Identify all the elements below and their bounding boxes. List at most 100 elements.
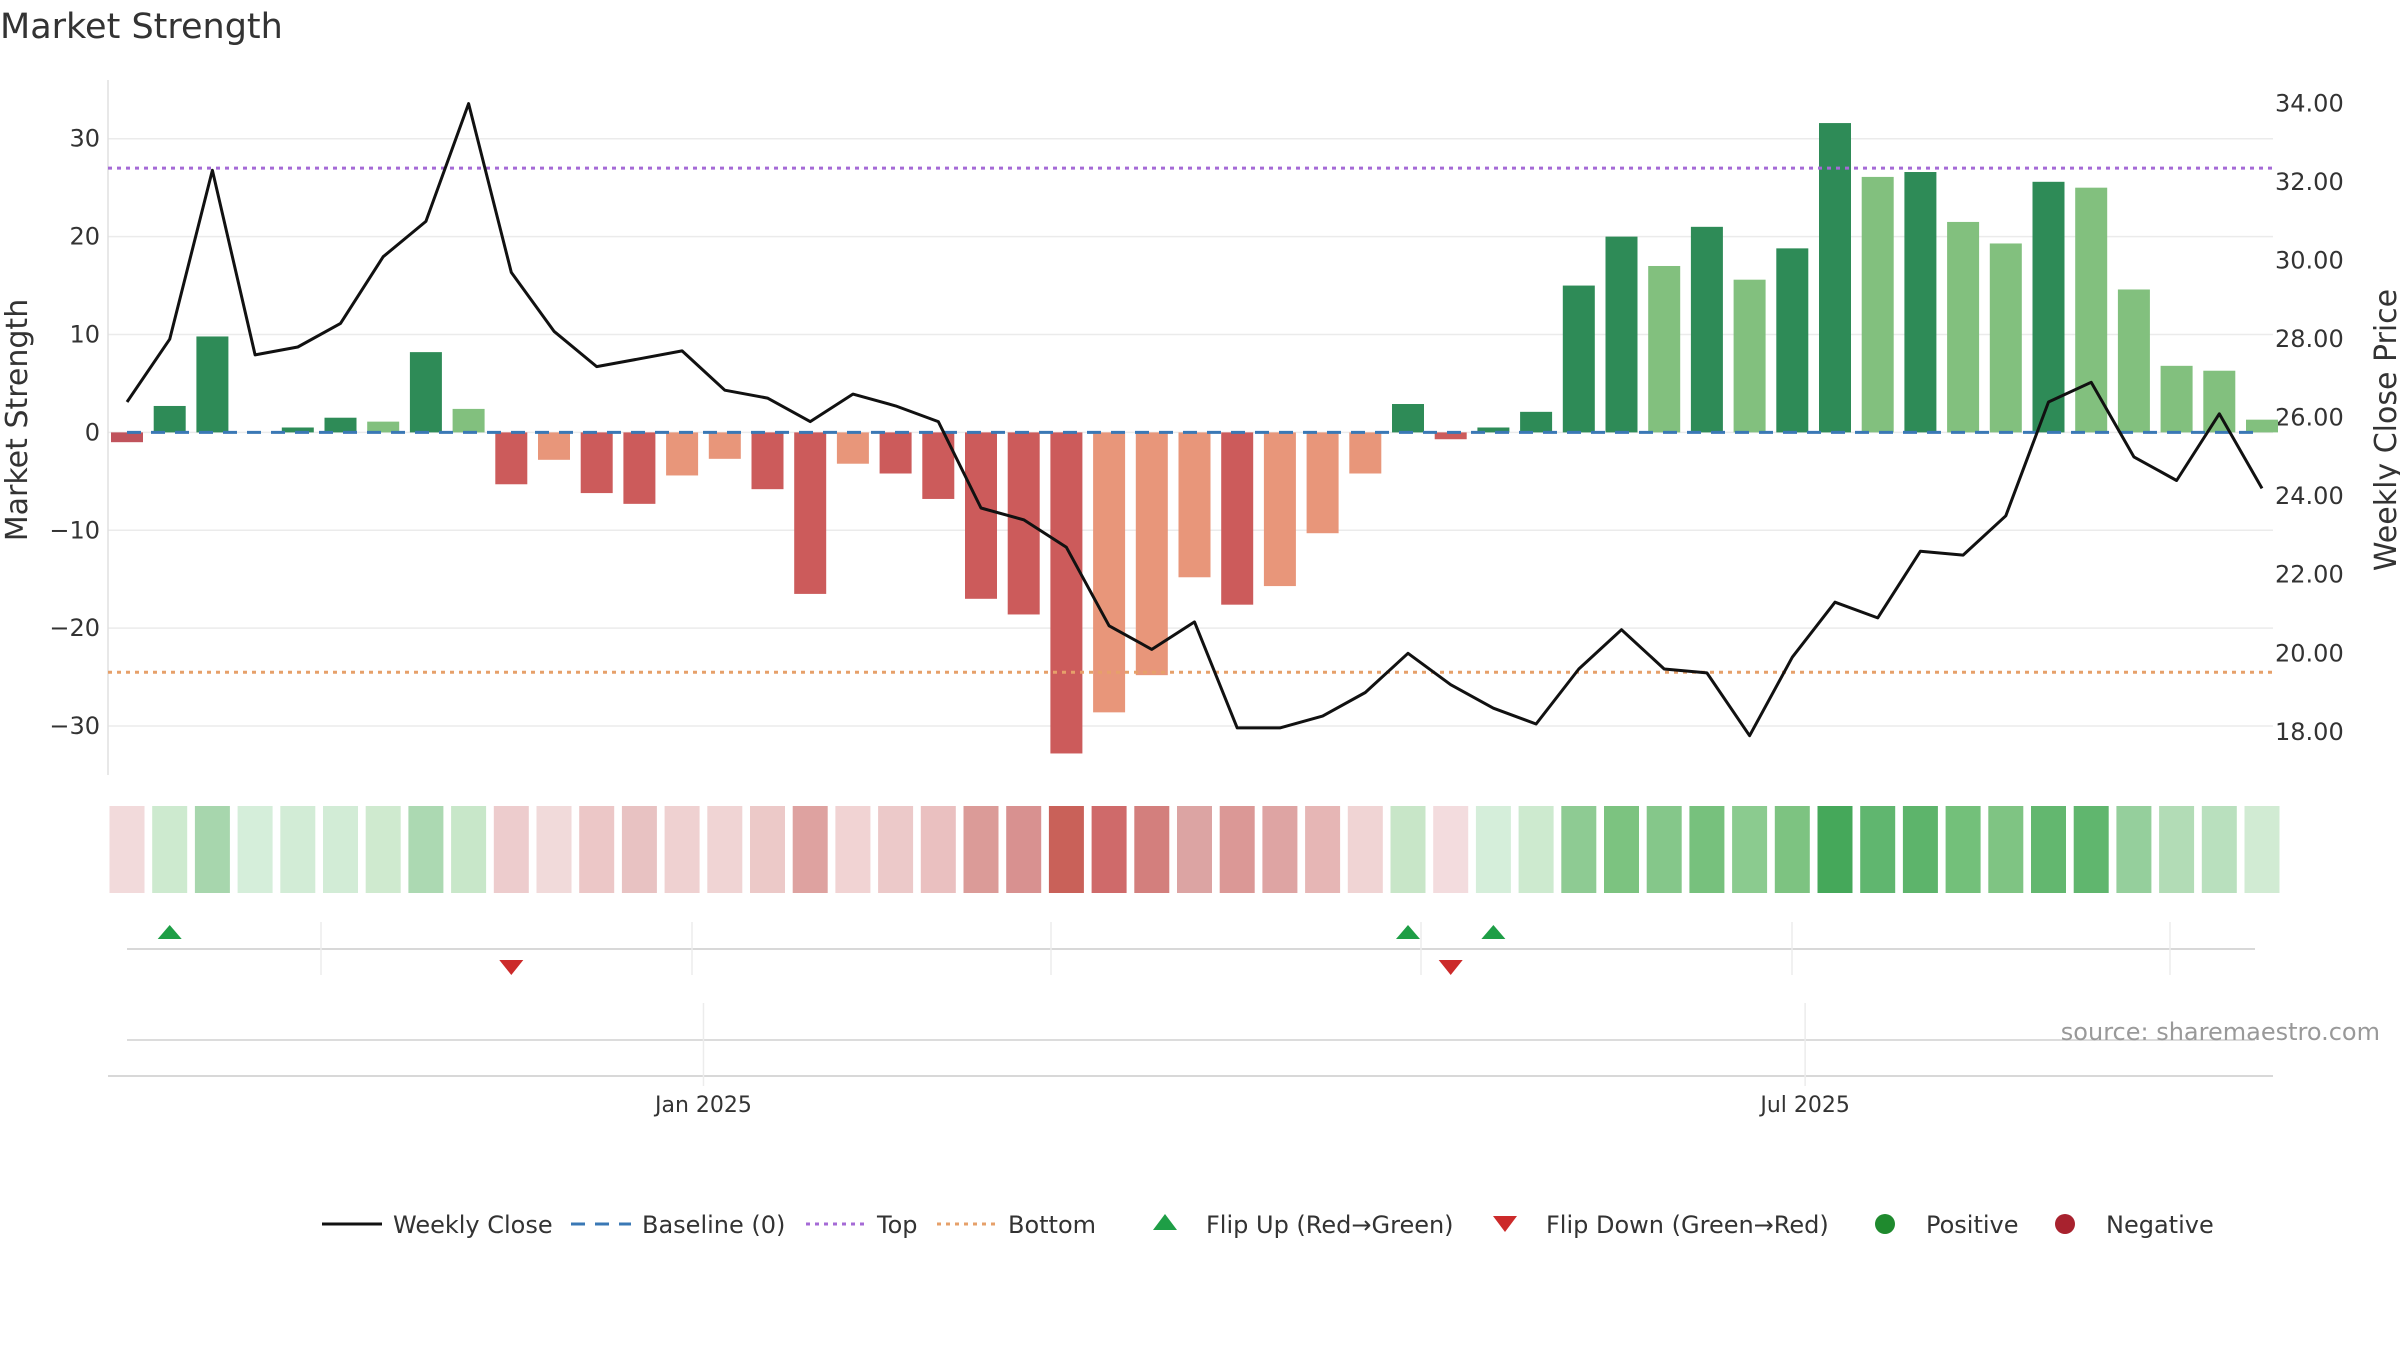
strength-bar <box>409 352 442 433</box>
strength-bar <box>2075 187 2108 433</box>
heat-cell <box>1219 806 1255 893</box>
heat-cell <box>2073 806 2109 893</box>
heat-cell <box>152 806 188 893</box>
strength-bar <box>1819 123 1851 433</box>
strength-bar <box>836 432 869 464</box>
strength-bar <box>1648 265 1681 433</box>
heat-cell <box>2031 806 2066 893</box>
heat-cell <box>920 806 956 893</box>
strength-bar <box>1605 236 1638 433</box>
legend-label: Positive <box>1926 1211 2019 1239</box>
right-tick-label: 24.00 <box>2275 482 2344 510</box>
heat-cell <box>408 806 444 893</box>
strength-bar <box>879 432 912 474</box>
strength-bar <box>751 432 784 490</box>
heat-cell <box>1817 806 1853 893</box>
heat-cell <box>579 806 615 893</box>
heat-cell <box>1646 806 1682 893</box>
flip-down-marker <box>499 960 524 975</box>
heat-cell <box>1902 806 1938 893</box>
strength-bar <box>1178 432 1211 578</box>
flip-up-marker <box>1481 925 1506 939</box>
strength-bar <box>153 405 186 433</box>
right-tick-label: 28.00 <box>2275 325 2344 353</box>
heat-cell <box>1433 806 1469 893</box>
left-axis-title: Market Strength <box>0 299 35 541</box>
heat-cell <box>237 806 273 893</box>
strength-bar <box>452 408 485 433</box>
strength-bar <box>1520 411 1553 433</box>
strength-bar <box>111 432 143 443</box>
right-tick-label: 30.00 <box>2275 247 2344 275</box>
legend-label: Baseline (0) <box>642 1211 785 1239</box>
left-tick-label: 0 <box>85 418 100 446</box>
strength-bar <box>1263 432 1296 587</box>
legend-swatch <box>1153 1214 1177 1230</box>
strength-bar <box>1733 279 1766 433</box>
legend-item-baseline: Baseline (0) <box>571 1211 785 1239</box>
date-axis: Jan 2025 Jul 2025 <box>108 1003 2273 1118</box>
strength-bar <box>580 432 613 494</box>
heat-cell <box>1945 806 1981 893</box>
heat-cell <box>1390 806 1426 893</box>
heat-cell <box>1689 806 1725 893</box>
heat-cell <box>1177 806 1212 893</box>
flip-up-marker <box>1396 925 1420 939</box>
chart-title: Market Strength <box>0 7 283 47</box>
strength-bar <box>708 432 741 459</box>
strength-bar <box>538 432 570 460</box>
legend-item-close: Weekly Close <box>322 1211 553 1239</box>
source-label: source: sharemaestro.com <box>2061 1018 2380 1046</box>
strength-bar <box>1989 243 2022 433</box>
legend-item-bottom: Bottom <box>937 1211 1096 1239</box>
strength-bar <box>2032 181 2065 433</box>
heat-cell <box>1006 806 1042 893</box>
right-tick-label: 18.00 <box>2275 718 2344 746</box>
strength-bar <box>1221 432 1254 605</box>
heat-cell <box>1518 806 1554 893</box>
strength-bar <box>1562 285 1595 433</box>
heat-cell <box>1604 806 1639 893</box>
legend-label: Flip Up (Red→Green) <box>1206 1211 1454 1239</box>
heat-cell <box>194 806 230 893</box>
left-axis-ticks: 30 20 10 0 −10 −20 −30 <box>49 125 100 740</box>
heat-cell <box>1561 806 1597 893</box>
strength-bar <box>666 432 699 476</box>
heat-cell <box>323 806 358 893</box>
heat-cell <box>2159 806 2195 893</box>
right-tick-label: 22.00 <box>2275 561 2344 589</box>
strength-bar <box>1776 248 1809 433</box>
right-tick-label: 34.00 <box>2275 90 2344 118</box>
strength-bar <box>2117 289 2150 433</box>
heat-cell <box>1860 806 1896 893</box>
strength-bar <box>1306 432 1339 534</box>
strength-bar <box>324 417 357 433</box>
left-tick-label: 20 <box>69 223 100 251</box>
date-tick-label: Jul 2025 <box>1758 1093 1850 1118</box>
heat-cell <box>365 806 401 893</box>
flip-down-marker <box>1438 960 1463 975</box>
heat-cell <box>280 806 316 893</box>
strength-bars <box>111 123 2278 754</box>
strength-bar <box>281 427 314 433</box>
heat-cell <box>878 806 914 893</box>
strength-bar <box>495 432 528 485</box>
heat-cell <box>707 806 743 893</box>
heat-cell <box>109 806 145 893</box>
legend-label: Weekly Close <box>393 1211 553 1239</box>
legend: Weekly Close Baseline (0) Top Bottom Flip Up… <box>322 1211 2214 1239</box>
legend-swatch <box>1875 1214 1895 1234</box>
strength-bar <box>1349 432 1382 474</box>
strength-bar <box>367 421 400 433</box>
heat-cell <box>1732 806 1768 893</box>
heat-cell <box>493 806 529 893</box>
heat-cell <box>1774 806 1810 893</box>
legend-item-positive: Positive <box>1875 1211 2019 1239</box>
heat-cell <box>451 806 487 893</box>
heat-cell <box>1091 806 1127 893</box>
strength-bar <box>1093 432 1126 713</box>
flip-up-marker <box>157 925 182 939</box>
heat-cell <box>1988 806 2024 893</box>
strength-bar <box>2246 419 2278 433</box>
strength-bar <box>623 432 656 504</box>
